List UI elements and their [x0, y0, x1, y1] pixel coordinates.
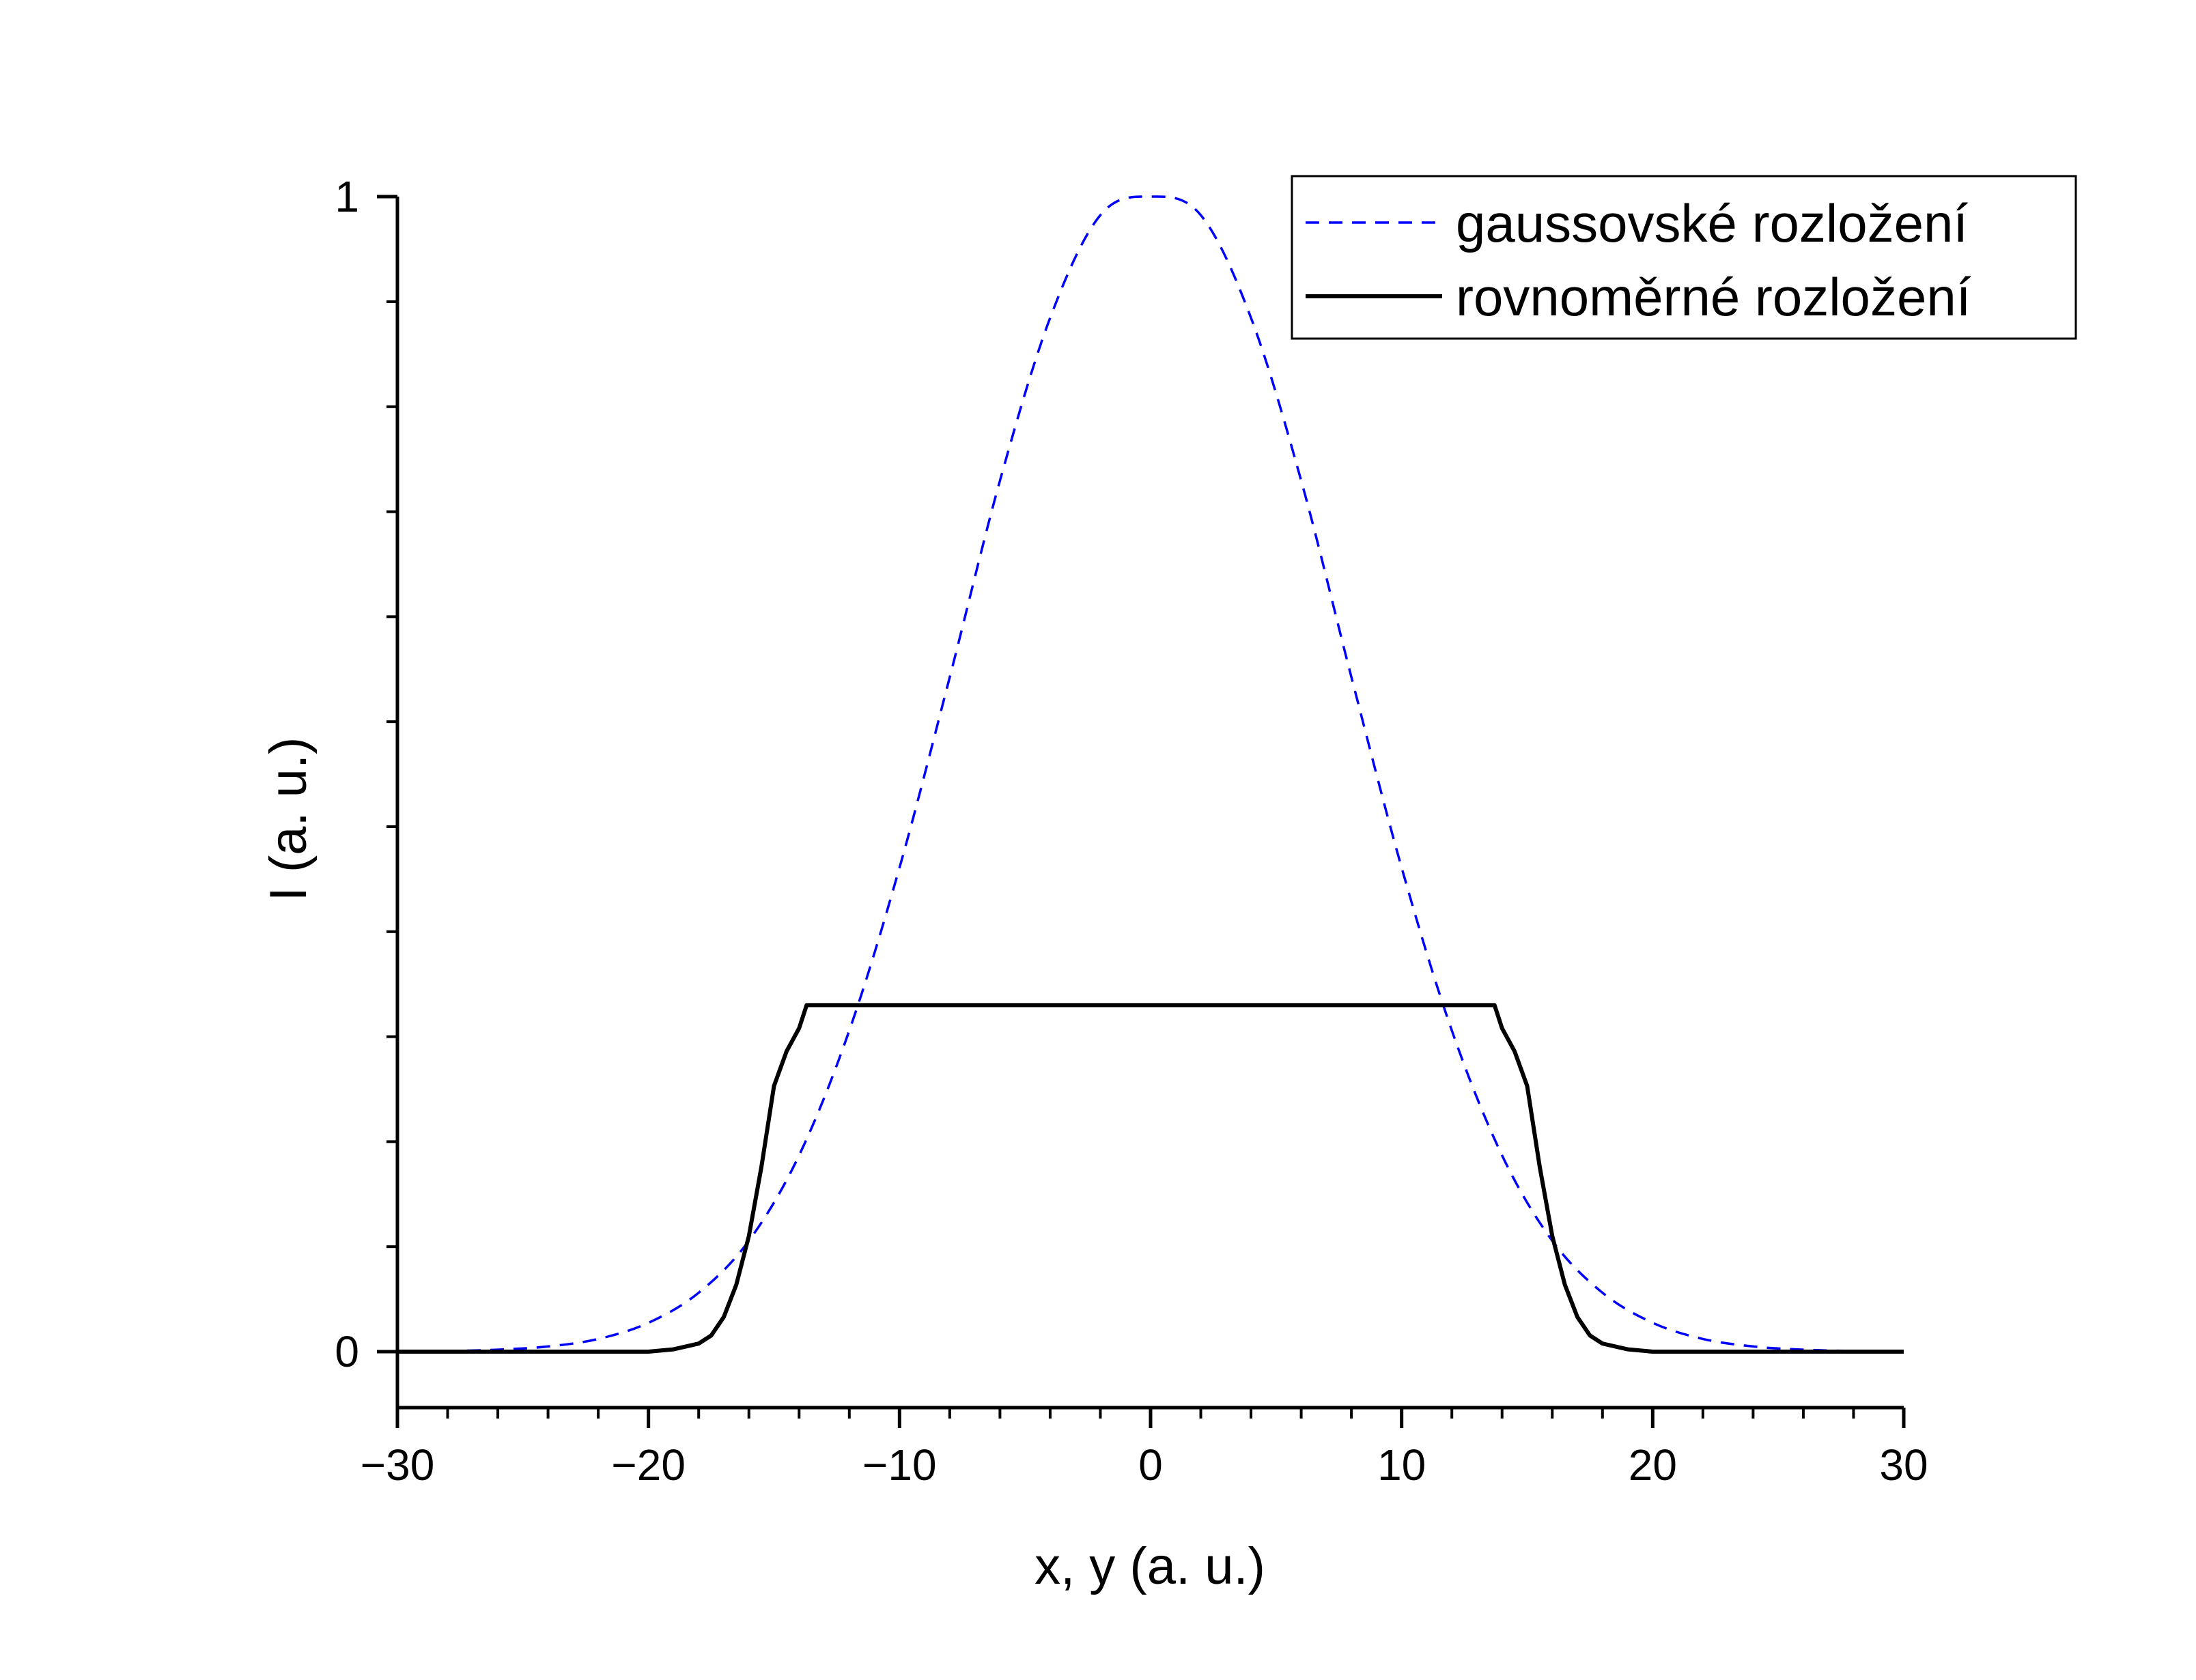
- legend: gaussovské rozložení rovnoměrné rozložen…: [1291, 175, 2077, 340]
- plot-area: [397, 195, 1904, 1354]
- x-tick-label: 10: [1377, 1440, 1426, 1490]
- x-tick-label: −30: [361, 1440, 435, 1490]
- y-tick-label: 1: [335, 172, 359, 221]
- y-tick-label: 0: [335, 1327, 359, 1376]
- x-tick-label: 30: [1879, 1440, 1928, 1490]
- series-line-uniform: [397, 1003, 1904, 1354]
- series-line-gaussian: [397, 195, 1904, 1353]
- x-tick-label: −10: [862, 1440, 937, 1490]
- legend-label-gaussian: gaussovské rozložení: [1456, 193, 1968, 253]
- axes: −30 −20 −10 0 10 20 30 0 1: [335, 172, 1928, 1490]
- legend-box: [1291, 175, 2077, 340]
- x-tick-label: 0: [1138, 1440, 1163, 1490]
- x-axis-title: x, y (a. u.): [1034, 1537, 1265, 1595]
- y-axis-title: I (a. u.): [259, 737, 318, 902]
- x-tick-label: −20: [611, 1440, 686, 1490]
- x-tick-label: 20: [1629, 1440, 1677, 1490]
- legend-label-uniform: rovnoměrné rozložení: [1456, 267, 1971, 327]
